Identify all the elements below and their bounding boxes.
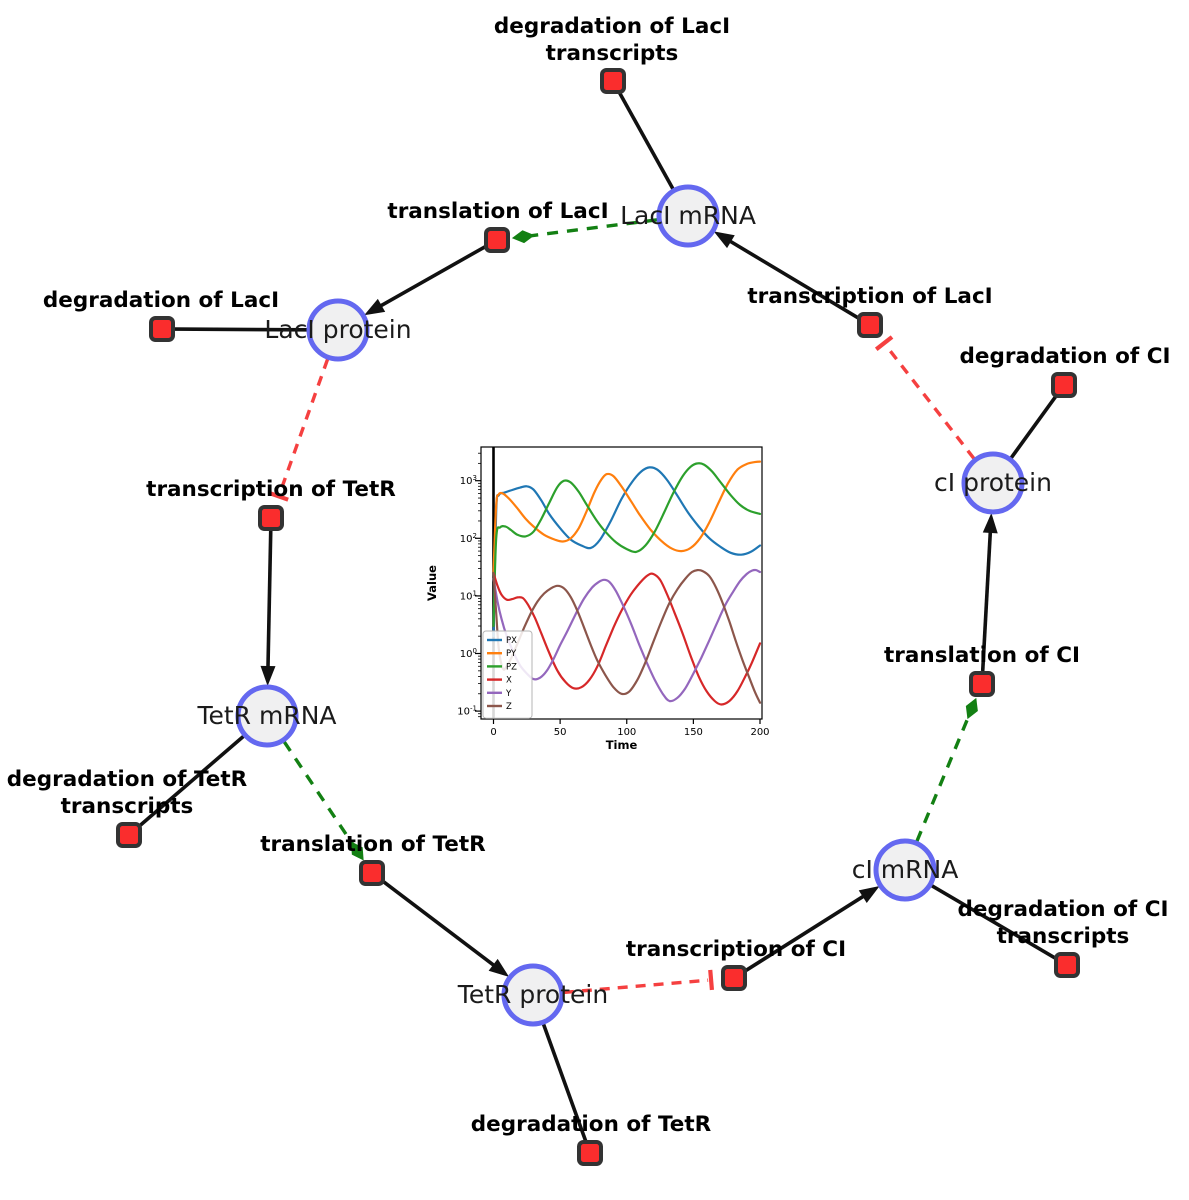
x-tick-label: 200	[750, 727, 769, 738]
reaction-label-transcr_tetR: transcription of TetR	[146, 477, 396, 502]
nodes-layer	[116, 68, 1080, 1166]
edge-tetR_mrna-deg_tetR_tr	[137, 734, 246, 828]
chart-axes: 10-1 100 101 102 103 0 50 100 150 200 Time Value	[425, 452, 770, 752]
reaction-node-transcr_lacI	[857, 312, 883, 338]
y-tick-label: 102	[460, 532, 477, 545]
edge-lacI_prot-deg_lacI	[174, 327, 309, 332]
x-tick-label: 0	[490, 727, 496, 738]
reaction-label-transcr_cI: transcription of CI	[626, 937, 846, 962]
chart-frame	[480, 446, 763, 720]
edges-layer	[137, 91, 1058, 1142]
edge-lacI_mrna-transl_lacI-kite-arrowhead	[511, 230, 535, 244]
reaction-node-transl_cI	[969, 671, 995, 697]
y-tick-label: 100	[460, 647, 477, 660]
y-tick-label: 103	[460, 474, 477, 487]
edge-transcr_tetR-tetR_mrna	[266, 530, 273, 671]
reaction-label-deg_lacI_tr: degradation of LacI transcripts	[494, 14, 730, 66]
species-node-cI_mrna	[873, 838, 937, 902]
edge-cI_prot-transcr_lacI	[884, 344, 976, 460]
x-axis-label: Time	[606, 738, 638, 752]
species-label-tetR_prot: TetR protein	[457, 980, 608, 1009]
reaction-label-deg_tetR_tr: degradation of TetR transcripts	[7, 767, 248, 819]
series-PY-line	[492, 460, 762, 575]
reaction-node-transl_tetR	[359, 860, 385, 886]
reaction-node-deg_lacI_tr	[600, 68, 626, 94]
labels-layer: degradation of LacI transcripts translatio…	[7, 14, 1171, 1137]
y-axis-label: Value	[425, 565, 439, 601]
edge-cI_mrna-transl_cI	[915, 715, 971, 843]
edge-tetR_mrna-transl_tetR	[282, 740, 354, 845]
legend-label-PX: PX	[506, 636, 517, 646]
reaction-node-deg_tetR	[577, 1140, 603, 1166]
species-label-cI_mrna: cI mRNA	[852, 855, 959, 884]
reaction-node-deg_lacI	[149, 316, 175, 342]
edge-lacI_mrna-deg_lacI_tr	[617, 91, 676, 191]
chart-legend: PX PY PZ XYZ	[482, 630, 533, 719]
edge-transcr_tetR-tetR_mrna-arrowhead	[260, 665, 276, 687]
edge-transl_cI-cI_prot	[980, 528, 993, 672]
y-tick-label: 10-1	[457, 705, 477, 718]
edge-lacI_prot-transcr_tetR-tbar	[268, 490, 289, 502]
reaction-label-transl_cI: translation of CI	[884, 643, 1080, 668]
edge-transl_cI-cI_prot-arrowhead	[982, 512, 998, 534]
legend-label-PZ: PZ	[506, 662, 517, 672]
reaction-node-deg_cI	[1051, 372, 1077, 398]
reaction-node-transcr_tetR	[258, 505, 284, 531]
reaction-label-transcr_lacI: transcription of LacI	[747, 284, 992, 309]
legend-label-Z: Z	[506, 702, 512, 712]
species-label-cI_prot: cI protein	[934, 468, 1052, 497]
edge-transl_lacI-lacI_prot-arrowhead	[364, 298, 386, 316]
species-node-cI_prot	[961, 451, 1025, 515]
species-node-tetR_prot	[501, 963, 565, 1027]
species-node-tetR_mrna	[235, 684, 299, 748]
edge-tetR_mrna-transl_tetR-kite-arrowhead	[350, 841, 364, 861]
edge-cI_mrna-transl_cI-kite-arrowhead	[965, 697, 978, 720]
x-tick-label: 50	[554, 727, 567, 738]
reaction-node-transcr_cI	[721, 965, 747, 991]
legend-label-PY: PY	[506, 649, 517, 659]
legend-label-X: X	[506, 676, 512, 686]
reaction-node-transl_lacI	[484, 227, 510, 253]
edge-transcr_cI-cI_mrna	[744, 893, 868, 973]
series-X-line	[492, 571, 762, 706]
reaction-label-deg_cI_tr: degradation of CI transcripts	[958, 897, 1169, 949]
x-tick-label: 100	[617, 727, 636, 738]
series-PX-line	[492, 466, 762, 638]
y-tick-label: 101	[460, 589, 477, 602]
edge-lacI_prot-transcr_tetR	[278, 358, 330, 495]
series-Z-line	[492, 568, 762, 704]
species-node-lacI_prot	[306, 298, 370, 362]
edge-transcr_cI-cI_mrna-arrowhead	[858, 886, 880, 904]
series-Y-line	[492, 568, 762, 703]
edge-transl_tetR-tetR_prot	[381, 879, 498, 969]
edge-transl_tetR-tetR_prot-arrowhead	[488, 958, 510, 977]
reaction-label-transl_lacI: translation of LacI	[387, 199, 608, 224]
reaction-node-deg_cI_tr	[1054, 952, 1080, 978]
edge-tetR_prot-transcr_cI	[563, 978, 709, 995]
legend-label-Y: Y	[505, 689, 512, 699]
reaction-label-deg_cI: degradation of CI	[960, 344, 1171, 369]
reaction-label-transl_tetR: translation of TetR	[260, 832, 486, 857]
edge-transcr_lacI-lacI_mrna-arrowhead	[713, 231, 735, 249]
edge-tetR_prot-deg_tetR	[541, 1022, 588, 1142]
species-label-lacI_prot: LacI protein	[264, 315, 411, 344]
reaction-node-deg_tetR_tr	[116, 822, 142, 848]
edge-cI_prot-deg_cI	[1009, 394, 1058, 460]
edge-cI_prot-transcr_lacI-tbar	[874, 335, 894, 351]
edge-lacI_mrna-transl_lacI	[531, 218, 658, 238]
edge-tetR_prot-transcr_cI-tbar	[708, 969, 715, 991]
x-tick-label: 150	[684, 727, 703, 738]
species-label-lacI_mrna: LacI mRNA	[620, 201, 756, 230]
edge-transl_lacI-lacI_prot	[377, 244, 487, 309]
species-node-lacI_mrna	[656, 184, 720, 248]
edge-transcr_lacI-lacI_mrna	[726, 238, 860, 320]
edge-cI_mrna-deg_cI_tr	[929, 883, 1057, 960]
reaction-label-deg_lacI: degradation of LacI	[43, 288, 279, 313]
species-label-tetR_mrna: TetR mRNA	[196, 701, 336, 730]
series-PZ-line	[492, 462, 762, 628]
reaction-label-deg_tetR: degradation of TetR	[471, 1112, 712, 1137]
